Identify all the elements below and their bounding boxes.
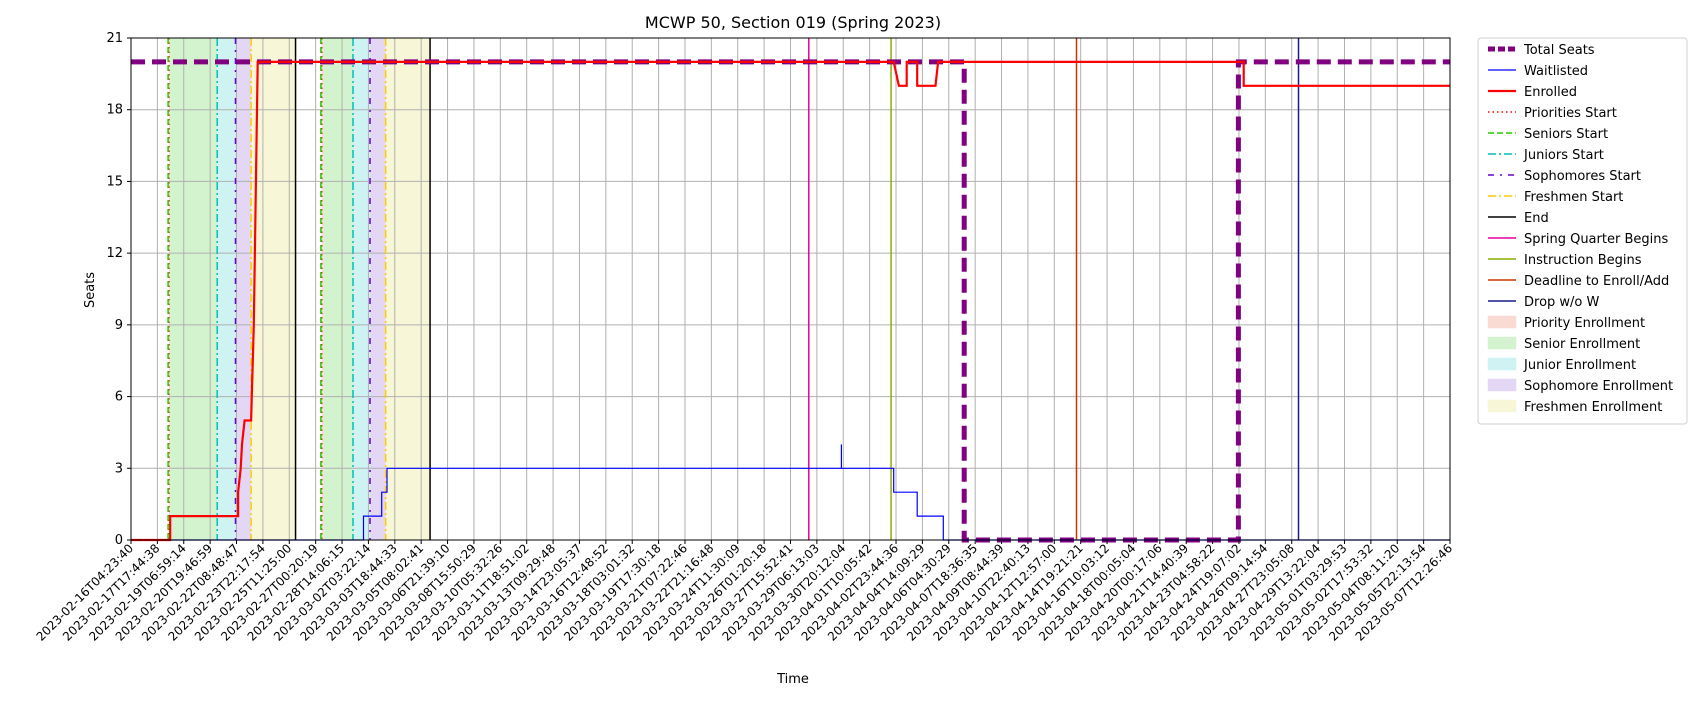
legend-label-11: Deadline to Enroll/Add: [1524, 274, 1669, 289]
legend: Total Seats Waitlisted Enrolled Priorities …: [1477, 37, 1688, 425]
series-line-2: [131, 60, 1450, 542]
x-axis-ticks: 2023-02-16T04:23:402023-02-17T17:44:3820…: [34, 540, 1455, 644]
shaded-period-1-1: [322, 38, 354, 540]
legend-swatch-13: [1487, 315, 1517, 329]
legend-label-9: Spring Quarter Begins: [1524, 232, 1668, 247]
legend-label-12: Drop w/o W: [1524, 295, 1600, 310]
legend-label-3: Priorities Start: [1524, 106, 1617, 121]
legend-swatch-14: [1487, 336, 1517, 350]
legend-label-7: Freshmen Start: [1524, 190, 1623, 205]
shaded-period-3-1: [369, 38, 386, 540]
series-lines: [131, 59, 1450, 543]
legend-label-4: Seniors Start: [1524, 127, 1608, 142]
shaded-period-2-0: [217, 38, 236, 540]
grid: [130, 37, 1451, 541]
shaded-period-4-0: [251, 38, 296, 540]
legend-label-1: Waitlisted: [1524, 64, 1588, 79]
shaded-period-3-0: [235, 38, 252, 540]
legend-label-6: Sophomores Start: [1524, 169, 1641, 184]
legend-label-5: Juniors Start: [1523, 148, 1604, 163]
legend-swatch-15: [1487, 357, 1517, 371]
series-line-1: [131, 444, 1450, 541]
shaded-period-2-1: [353, 38, 370, 540]
y-tick-label: 3: [115, 461, 123, 476]
legend-label-16: Sophomore Enrollment: [1524, 379, 1673, 394]
enrollment-periods: [168, 38, 431, 540]
chart-title: MCWP 50, Section 019 (Spring 2023): [645, 13, 941, 32]
y-tick-label: 0: [115, 533, 123, 548]
y-tick-label: 21: [106, 31, 123, 46]
event-markers: [167, 38, 1300, 540]
legend-label-15: Junior Enrollment: [1523, 358, 1636, 373]
legend-label-0: Total Seats: [1523, 43, 1595, 58]
y-tick-label: 18: [106, 103, 123, 118]
legend-label-2: Enrolled: [1524, 85, 1577, 100]
y-tick-label: 6: [115, 390, 123, 405]
legend-swatch-16: [1487, 378, 1517, 392]
legend-swatch-17: [1487, 399, 1517, 413]
y-tick-label: 15: [106, 174, 123, 189]
legend-label-14: Senior Enrollment: [1524, 337, 1640, 352]
shaded-period-0-1: [321, 38, 323, 540]
legend-frame: [1477, 37, 1688, 425]
y-axis-label: Seats: [83, 272, 98, 308]
y-tick-label: 9: [115, 318, 123, 333]
y-tick-label: 12: [106, 246, 123, 261]
shaded-period-1-0: [170, 38, 218, 540]
shaded-period-4-1: [385, 38, 431, 540]
legend-label-10: Instruction Begins: [1524, 253, 1642, 268]
legend-label-8: End: [1524, 211, 1549, 226]
y-axis-ticks: 0 3 6 9 12 15 18 21: [106, 31, 131, 548]
legend-label-13: Priority Enrollment: [1524, 316, 1645, 331]
legend-label-17: Freshmen Enrollment: [1524, 400, 1662, 415]
shaded-period-0-0: [168, 38, 171, 540]
x-axis-label: Time: [776, 672, 809, 687]
